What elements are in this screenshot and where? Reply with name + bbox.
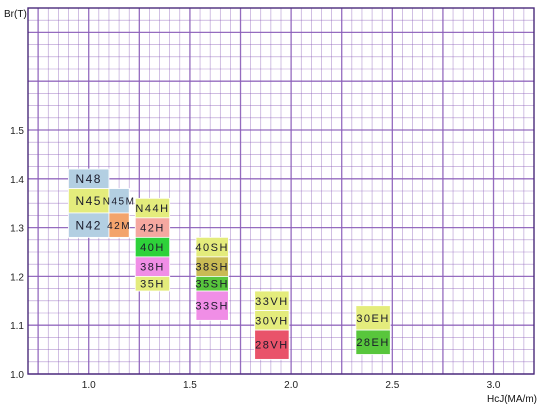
x-tick-label: 2.5 (385, 380, 399, 391)
grid (27, 7, 535, 375)
grade-label: 28VH (255, 340, 289, 352)
grade-label: 38SH (195, 262, 229, 274)
grade-label: 30EH (356, 313, 390, 325)
grade-label: 42H (140, 223, 165, 235)
grade-block (195, 290, 229, 321)
grade-label: N48 (75, 172, 102, 186)
grade-label: 28EH (356, 337, 390, 349)
axes (27, 7, 535, 375)
tick-labels: 1.0 1.5 2.0 2.5 3.0 1.0 1.1 1.2 1.3 1.4 1.5 (10, 126, 501, 391)
grade-label: N42 (75, 218, 102, 232)
plot-frame (27, 7, 535, 375)
grade-label: 30VH (255, 315, 289, 327)
y-tick-label: 1.4 (10, 175, 24, 186)
grade-label: N45 (75, 194, 102, 208)
grade-block (355, 305, 391, 331)
x-axis-label: HcJ(MA/m) (487, 394, 537, 405)
y-tick-label: 1.0 (10, 370, 24, 381)
grade-label: 33VH (255, 296, 289, 308)
x-tick-label: 1.0 (82, 380, 96, 391)
grade-block (108, 212, 130, 238)
grade-block (355, 329, 391, 355)
grade-label: 33SH (195, 301, 229, 313)
grade-block (134, 275, 171, 292)
y-tick-label: 1.2 (10, 272, 24, 283)
y-tick-label: 1.5 (10, 126, 24, 137)
grade-label: N44H (135, 203, 169, 215)
grade-label: 35H (140, 279, 165, 291)
grade-label: 35SH (195, 279, 229, 291)
x-tick-label: 3.0 (487, 380, 501, 391)
grade-block (254, 329, 290, 360)
x-tick-label: 2.0 (284, 380, 298, 391)
x-tick-label: 1.5 (183, 380, 197, 391)
grade-block (68, 212, 110, 238)
y-tick-label: 1.1 (10, 321, 24, 332)
y-tick-label: 1.3 (10, 224, 24, 235)
grade-label: 38H (140, 262, 165, 274)
grade-label: 40H (140, 242, 165, 254)
grade-label: 42M (107, 221, 131, 232)
grade-label: 40SH (195, 242, 229, 254)
grade-label: N45M (103, 196, 136, 207)
y-axis-label: Br(T) (4, 9, 27, 20)
